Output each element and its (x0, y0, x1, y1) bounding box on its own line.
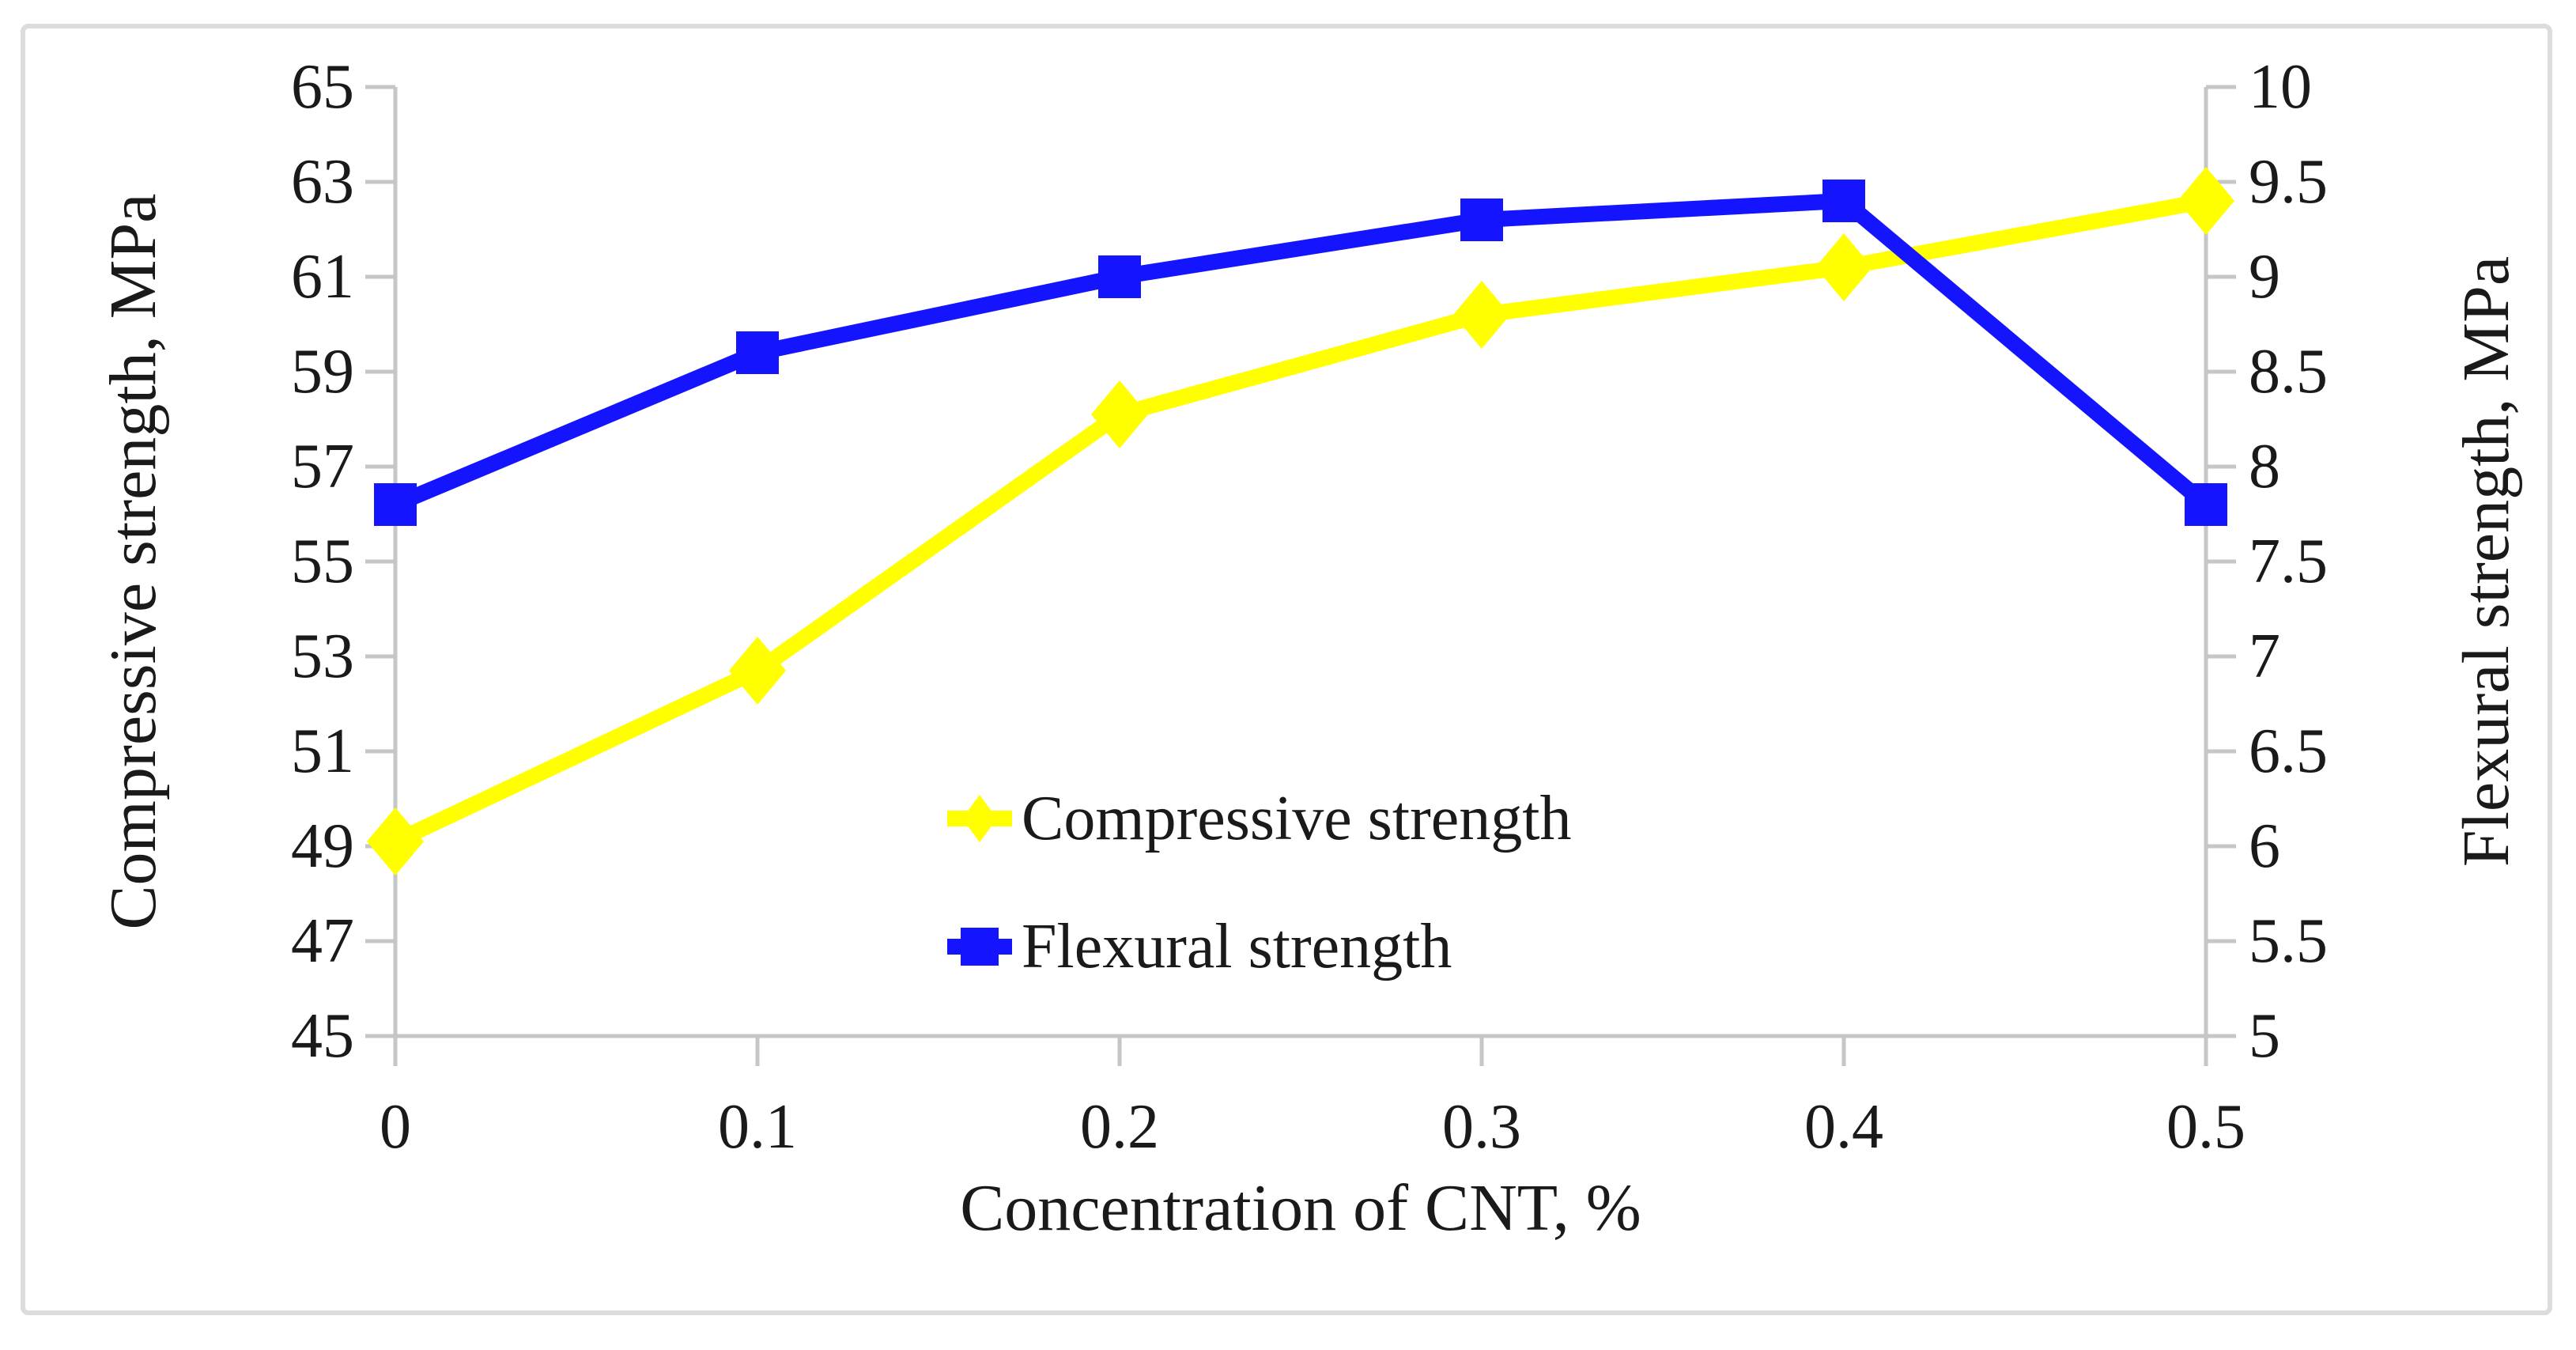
left-axis-tick-label: 49 (291, 811, 354, 881)
right-axis-tick-label: 9 (2249, 242, 2280, 312)
x-axis-tick-label: 0.4 (1804, 1092, 1883, 1162)
legend-item-flexural: Flexural strength (947, 912, 1452, 981)
x-axis-tick-label: 0.5 (2166, 1092, 2246, 1162)
data-point-square (1460, 199, 1503, 241)
data-series (367, 167, 2234, 875)
right-axis-tick-label: 8.5 (2249, 337, 2328, 407)
data-point-square (374, 483, 417, 526)
left-axis-tick-label: 65 (291, 52, 354, 122)
data-point-square (1822, 180, 1865, 222)
left-axis-tick-label: 63 (291, 147, 354, 217)
data-point-diamond (729, 637, 786, 705)
y-left-axis-title: Compressive strength, MPa (96, 194, 170, 930)
left-axis-tick-label: 57 (291, 432, 354, 501)
legend-square-icon (961, 928, 999, 966)
x-axis-tick-label: 0 (380, 1092, 411, 1162)
left-axis-tick-label: 55 (291, 527, 354, 596)
tick-labels: 6563615957555351494745109.598.587.576.56… (291, 52, 2328, 1162)
x-axis-title: Concentration of CNT, % (960, 1171, 1641, 1245)
right-axis-tick-label: 10 (2249, 52, 2312, 122)
data-point-square (736, 331, 779, 374)
left-axis-tick-label: 45 (291, 1001, 354, 1071)
left-axis-tick-label: 51 (291, 717, 354, 786)
right-axis-tick-label: 6.5 (2249, 717, 2328, 786)
right-axis-tick-label: 9.5 (2249, 147, 2328, 217)
y-right-axis-title: Flexural strength, MPa (2449, 256, 2523, 867)
left-axis-tick-label: 59 (291, 337, 354, 407)
x-axis-tick-label: 0.3 (1442, 1092, 1521, 1162)
data-point-square (1098, 255, 1141, 298)
right-axis-tick-label: 8 (2249, 432, 2280, 501)
data-point-diamond (1453, 281, 1510, 349)
x-axis-tick-label: 0.2 (1080, 1092, 1159, 1162)
right-axis-tick-label: 7 (2249, 622, 2280, 691)
right-axis-tick-label: 7.5 (2249, 527, 2328, 596)
data-point-diamond (1815, 233, 1872, 301)
legend-label-flexural: Flexural strength (1022, 912, 1452, 981)
axes (365, 85, 2236, 1066)
right-axis-tick-label: 5.5 (2249, 906, 2328, 976)
x-axis-tick-label: 0.1 (718, 1092, 797, 1162)
legend: Compressive strength Flexural strength (947, 784, 1571, 981)
left-axis-tick-label: 53 (291, 622, 354, 691)
data-point-diamond (1091, 380, 1148, 448)
legend-diamond-icon (962, 795, 997, 842)
series-line-flexural (392, 192, 2212, 512)
data-point-square (2185, 483, 2227, 526)
left-axis-tick-label: 47 (291, 906, 354, 976)
legend-label-compressive: Compressive strength (1022, 784, 1571, 853)
right-axis-tick-label: 5 (2249, 1001, 2280, 1071)
data-point-diamond (2178, 167, 2234, 235)
right-axis-tick-label: 6 (2249, 811, 2280, 881)
legend-item-compressive: Compressive strength (947, 784, 1571, 853)
data-point-diamond (367, 807, 424, 875)
left-axis-tick-label: 61 (291, 242, 354, 312)
series-line-compressive (391, 193, 2208, 849)
